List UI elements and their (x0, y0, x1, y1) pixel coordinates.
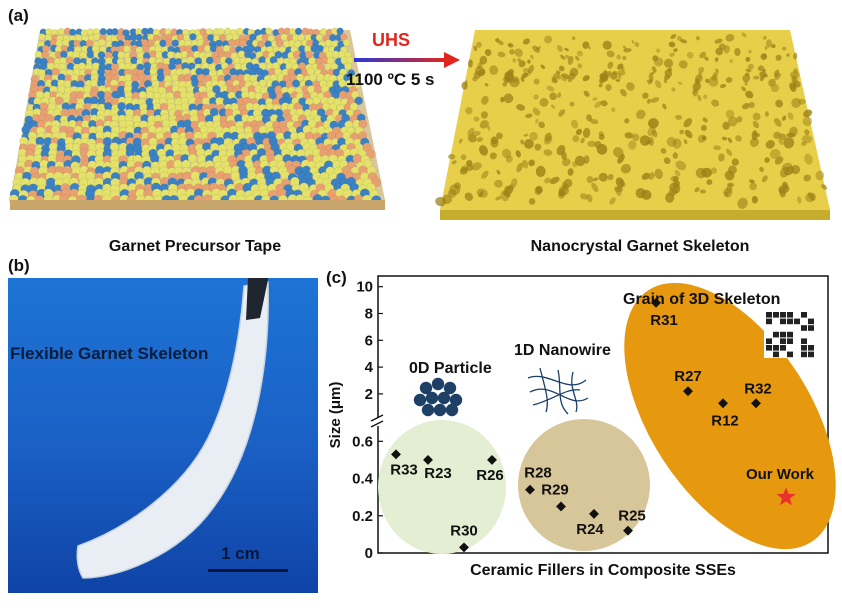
y-tick-label: 0.4 (352, 471, 374, 488)
group-ellipse-3d-skeleton (624, 282, 836, 550)
point-r27 (683, 386, 693, 397)
garnet-precursor-tape-image (8, 27, 385, 210)
process-condition: 1100 ºC 5 s (346, 70, 435, 89)
y-tick-label: 10 (356, 279, 373, 296)
y-axis-label: Size (μm) (327, 382, 344, 449)
tape-strip-shape (76, 281, 269, 579)
flexible-skeleton-photo (8, 278, 318, 593)
point-label: R32 (744, 380, 772, 397)
y-tick-label: 6 (365, 332, 373, 349)
point-label: R12 (711, 412, 739, 429)
point-r28 (525, 484, 535, 495)
panel-b-label: (b) (8, 256, 30, 275)
point-label: R33 (390, 461, 418, 478)
point-label: R25 (618, 508, 646, 525)
skeleton-slab (440, 30, 830, 210)
panel-c-label: (c) (326, 268, 347, 287)
particle-cluster-icon (413, 377, 463, 417)
point-label: R31 (650, 312, 678, 329)
point-r24 (589, 508, 599, 519)
y-tick-label: 0.2 (352, 508, 373, 525)
skeleton-pores (435, 32, 828, 209)
point-r29 (556, 501, 566, 512)
x-axis-label: Ceramic Fillers in Composite SSEs (470, 562, 736, 579)
point-our-work (776, 487, 796, 506)
point-r33 (391, 449, 401, 460)
point-r25 (623, 525, 633, 536)
skeleton-caption: Nanocrystal Garnet Skeleton (530, 238, 750, 255)
point-label: R23 (424, 465, 452, 482)
point-label: R30 (450, 522, 478, 539)
skeleton-texture-icon (764, 310, 816, 358)
nanocrystal-garnet-skeleton-image (435, 30, 830, 220)
point-r12 (718, 398, 728, 409)
photo-caption: Flexible Garnet Skeleton (10, 344, 209, 363)
y-tick-label: 0 (365, 545, 373, 562)
panel-a-label: (a) (8, 6, 29, 25)
axis-break-mark (370, 414, 384, 422)
scale-bar-label: 1 cm (221, 544, 260, 563)
point-r23 (423, 454, 433, 465)
axis-break-gap (372, 418, 384, 426)
group-title-3d-skeleton: Grain of 3D Skeleton (623, 291, 780, 308)
point-label: R24 (576, 521, 604, 538)
filler-size-chart: 0 0.2 0.4 0.6 2 4 6 8 10 Size (μm) Ceramic Fillers… (327, 275, 836, 579)
point-r26 (487, 454, 497, 465)
y-tick-label: 4 (365, 359, 374, 376)
point-r31 (651, 297, 661, 308)
process-label: UHS (372, 30, 411, 50)
group-ellipse-0d-particle (378, 420, 506, 554)
plot-frame (377, 275, 829, 554)
point-label: Our Work (746, 466, 815, 483)
tweezers-shape (246, 278, 269, 320)
point-label: R26 (476, 467, 504, 484)
y-tick-label: 8 (365, 306, 373, 323)
precursor-particles (8, 27, 382, 206)
nanowire-icon (527, 367, 589, 415)
point-label: R29 (541, 481, 569, 498)
precursor-caption: Garnet Precursor Tape (108, 238, 282, 255)
group-ellipse-1d-nanowire (518, 419, 650, 551)
y-tick-label: 0.6 (352, 433, 373, 450)
y-tick-label: 2 (365, 386, 373, 403)
process-arrow (354, 52, 460, 68)
group-title-0d-particle: 0D Particle (409, 360, 492, 377)
point-label: R28 (524, 465, 552, 482)
axis-break-mark (370, 420, 384, 428)
point-r32 (751, 398, 761, 409)
point-label: R27 (674, 368, 702, 385)
scale-bar (208, 569, 288, 572)
group-title-1d-nanowire: 1D Nanowire (514, 342, 611, 359)
